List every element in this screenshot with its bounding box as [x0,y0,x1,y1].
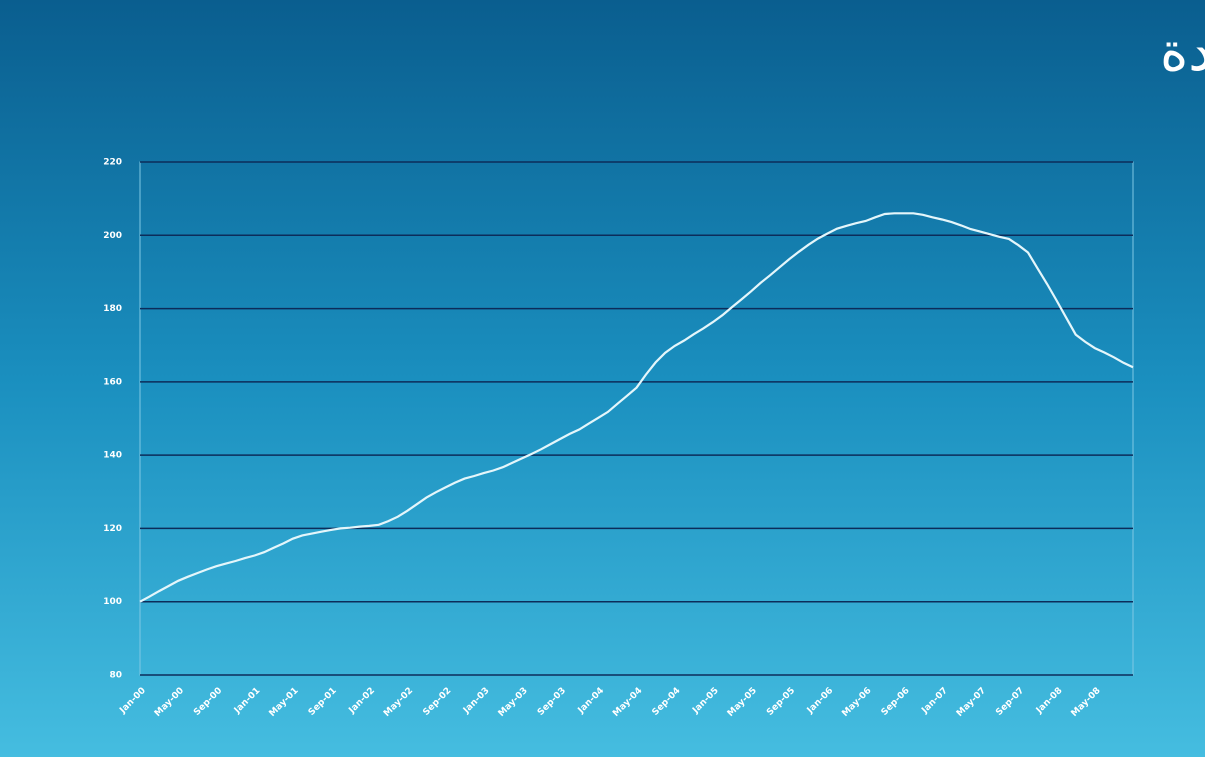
y-tick-label: 200 [103,231,122,241]
y-tick-label: 220 [103,158,122,168]
y-tick-label: 160 [103,377,122,387]
y-tick-label: 80 [109,671,122,681]
y-tick-label: 180 [103,304,122,314]
y-tick-label: 140 [103,451,122,461]
chart-title: أسعار العقار في الولايات المتحدة [1160,16,1205,83]
y-tick-label: 120 [103,524,122,534]
y-tick-label: 100 [103,597,122,607]
data-line [139,212,1134,603]
